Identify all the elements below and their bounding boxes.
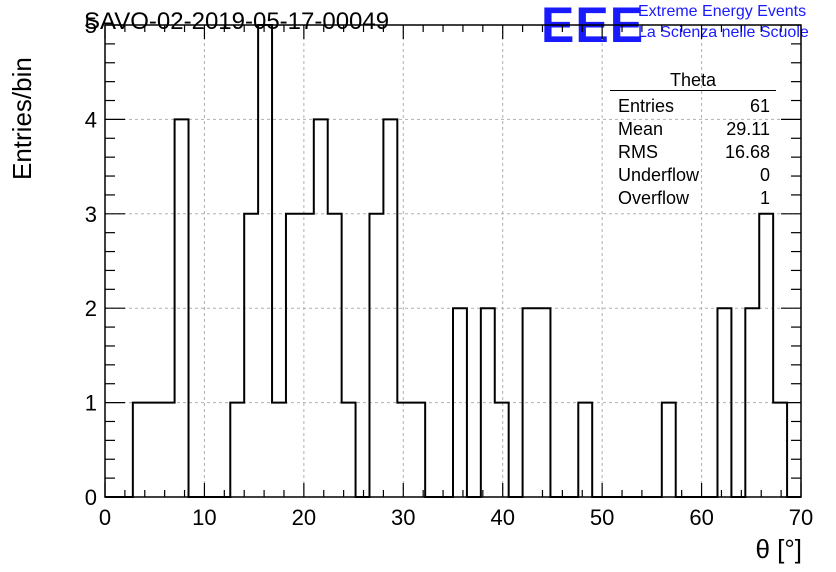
x-tick-label: 70	[789, 505, 813, 530]
stats-value: 0	[759, 165, 770, 185]
stats-label: Entries	[618, 96, 675, 116]
histogram-bin	[578, 403, 592, 497]
y-tick-label: 3	[85, 202, 97, 227]
histogram-bin	[300, 214, 314, 497]
histogram-bin	[272, 403, 286, 497]
histogram-bin	[759, 214, 773, 497]
stats-label: Overflow	[618, 188, 690, 208]
histogram-bin	[147, 403, 161, 497]
stats-value: 1	[759, 188, 770, 208]
histogram-bin	[523, 308, 537, 497]
y-tick-label: 0	[85, 485, 97, 510]
chart-title: SAVO-02-2019-05-17-00049	[84, 8, 390, 35]
x-tick-label: 30	[391, 505, 415, 530]
y-tick-label: 2	[85, 296, 97, 321]
x-tick-label: 20	[292, 505, 316, 530]
x-tick-label: 60	[689, 505, 713, 530]
histogram-bin	[133, 403, 147, 497]
x-tick-label: 0	[99, 505, 111, 530]
stats-row: Entries 61	[610, 95, 776, 118]
eee-logo: EEE	[541, 0, 645, 53]
histogram-bin	[397, 403, 411, 497]
y-tick-label: 5	[85, 13, 97, 38]
histogram-bin	[286, 214, 300, 497]
stats-label: Mean	[618, 119, 664, 139]
histogram-bin	[342, 403, 356, 497]
logo-line-2: La Scienza nelle Scuole	[638, 24, 809, 41]
histogram-bin	[495, 403, 509, 497]
stats-row: Overflow 1	[610, 187, 776, 210]
histogram-bin	[328, 214, 342, 497]
stats-label: Underflow	[618, 165, 700, 185]
x-axis-label: θ [°]	[755, 534, 802, 564]
x-tick-label: 10	[192, 505, 216, 530]
histogram-bin	[481, 308, 495, 497]
stats-title: Theta	[610, 70, 776, 91]
histogram-bin	[369, 214, 383, 497]
histogram-bin	[258, 25, 272, 497]
plot-frame	[104, 24, 802, 498]
stats-row: Mean 29.11	[610, 118, 776, 141]
histogram-bin	[244, 214, 258, 497]
y-tick-label: 1	[85, 391, 97, 416]
histogram-bin	[230, 403, 244, 497]
logo-line-1: Extreme Energy Events	[638, 3, 807, 20]
x-tick-label: 50	[590, 505, 614, 530]
stats-row: RMS 16.68	[610, 141, 776, 164]
histogram-bin	[411, 403, 425, 497]
stats-value: 61	[749, 96, 770, 116]
y-tick-label: 4	[85, 107, 97, 132]
stats-value: 16.68	[724, 142, 770, 162]
histogram-bin	[161, 403, 175, 497]
stats-value: 29.11	[726, 119, 770, 139]
stats-box: Theta Entries 61 Mean 29.11 RMS 16.68 Under…	[610, 70, 776, 210]
stats-label: RMS	[618, 142, 658, 162]
histogram-bin	[773, 403, 787, 497]
histogram-bin	[175, 119, 189, 497]
histogram-bin	[662, 403, 676, 497]
stats-row: Underflow 0	[610, 164, 776, 187]
x-tick-label: 40	[490, 505, 514, 530]
axes-frame	[104, 24, 802, 498]
